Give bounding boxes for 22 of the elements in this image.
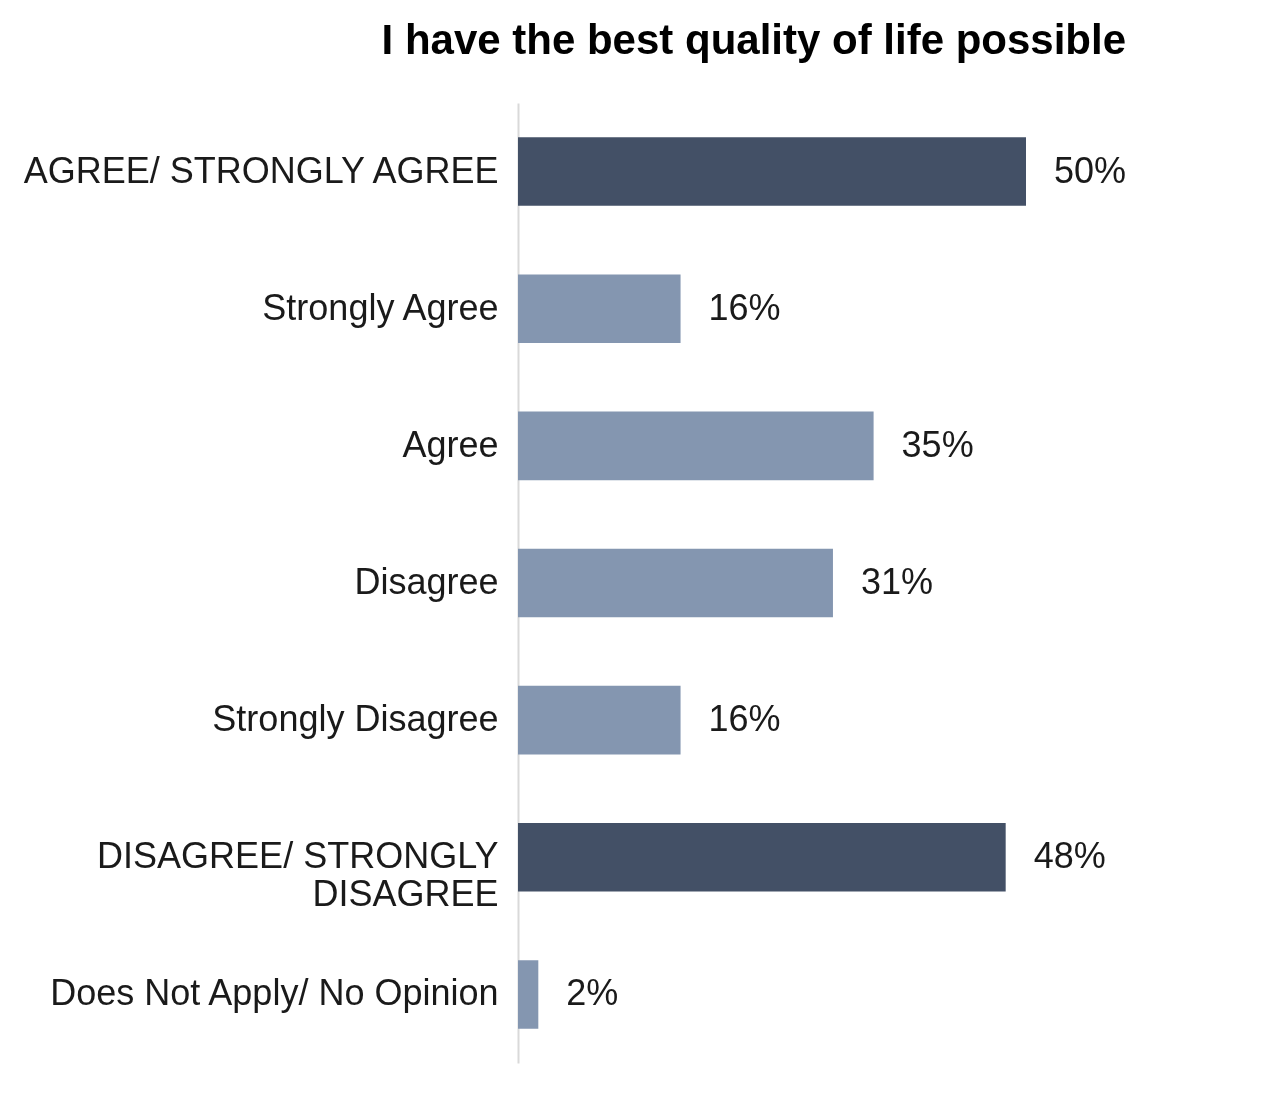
data-label: 50% (1054, 149, 1127, 191)
y-tick-label: Strongly Agree (262, 286, 499, 328)
y-tick-label: AGREE/ STRONGLY AGREE (23, 149, 499, 191)
bar (518, 137, 1026, 206)
bar (518, 274, 681, 343)
chart-title: I have the best quality of life possible (381, 16, 1127, 63)
data-label: 16% (708, 286, 781, 328)
y-tick-label: Does Not Apply/ No Opinion (50, 972, 499, 1014)
data-label: 2% (566, 972, 619, 1014)
data-label: 48% (1033, 835, 1106, 877)
y-tick-label: Disagree (354, 561, 499, 602)
data-label: 16% (708, 698, 781, 740)
bar (518, 411, 874, 481)
bar (518, 548, 833, 618)
data-label: 35% (901, 423, 974, 465)
bar (518, 823, 1006, 892)
y-tick-label: Agree (402, 423, 499, 465)
bar (518, 685, 681, 755)
y-tick-label: DISAGREE/ STRONGLY DISAGREE (97, 835, 499, 915)
bar (518, 960, 539, 1029)
data-label: 31% (860, 561, 934, 602)
y-tick-label: Strongly Disagree (212, 698, 499, 740)
